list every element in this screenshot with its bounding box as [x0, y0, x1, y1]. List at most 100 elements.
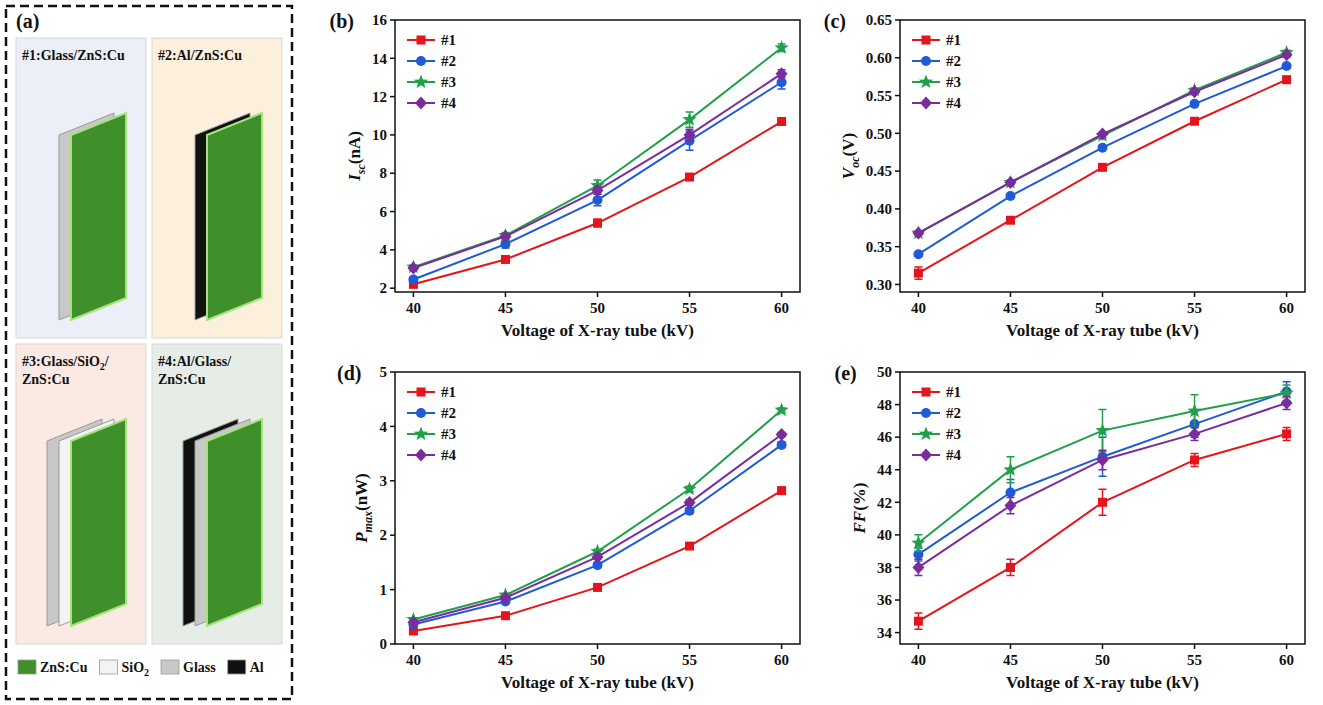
legend-label: #4 [946, 95, 962, 111]
text-part: FF [850, 510, 869, 534]
text-part: 2 [144, 667, 149, 678]
layer-plate [207, 419, 262, 626]
y-axis-title: Voc(V) [839, 133, 862, 179]
series-line [413, 435, 781, 623]
error-bar [778, 118, 786, 126]
diagram-panel: (a)#1:Glass/ZnS:Cu#2:Al/ZnS:Cu#3:Glass/S… [6, 6, 292, 699]
marker [682, 481, 696, 495]
plot-frame [900, 372, 1305, 644]
marker [407, 616, 419, 629]
marker [1003, 462, 1017, 476]
y-tick-label: 6 [380, 204, 388, 220]
error-bar [914, 613, 922, 629]
legend-marker [417, 388, 426, 397]
text-part: ZnS:Cu [158, 372, 206, 387]
y-tick-label: 0.35 [866, 239, 892, 255]
layer-plate [71, 419, 126, 626]
marker [1282, 75, 1291, 84]
x-tick-label: 55 [682, 300, 697, 316]
y-tick-label: 14 [372, 51, 388, 67]
marker [1006, 563, 1015, 572]
series-line [413, 48, 781, 267]
text-part: P [352, 532, 371, 544]
marker [1189, 85, 1201, 98]
device-background [152, 344, 282, 644]
marker [1281, 396, 1293, 409]
legend-label: #3 [946, 426, 961, 442]
marker [407, 262, 419, 275]
text-part: ZnS:Cu [22, 372, 70, 387]
legend-label: #3 [441, 74, 456, 90]
series-line [918, 66, 1286, 254]
text-part: (V) [839, 133, 858, 157]
marker [1006, 216, 1015, 225]
panel-letter: (c) [824, 10, 846, 33]
y-tick-label: 0.45 [866, 163, 892, 179]
x-tick-label: 45 [498, 300, 513, 316]
x-tick-label: 40 [406, 300, 421, 316]
y-tick-label: 2 [380, 280, 388, 296]
marker [1282, 429, 1291, 438]
plot-frame [395, 372, 800, 644]
marker [912, 227, 924, 240]
marker [1189, 427, 1201, 440]
marker [408, 275, 418, 285]
marker [1190, 455, 1199, 464]
marker [1097, 453, 1109, 466]
marker [682, 112, 696, 126]
marker [777, 440, 787, 450]
x-tick-label: 40 [911, 652, 926, 668]
y-tick-label: 50 [877, 364, 892, 380]
text-part: (%) [850, 482, 869, 510]
legend-label: #1 [441, 32, 456, 48]
panel-letter: (d) [337, 362, 361, 385]
series-line [413, 74, 781, 268]
marker [774, 403, 788, 417]
text-part: #4:Al/Glass/ [158, 354, 232, 369]
x-axis-title: Voltage of X-ray tube (kV) [501, 321, 694, 340]
marker [1003, 175, 1017, 189]
series-line [918, 434, 1286, 621]
legend-label: #4 [946, 447, 962, 463]
y-tick-label: 42 [877, 495, 892, 511]
y-tick-label: 3 [380, 473, 388, 489]
data-group [911, 45, 1293, 279]
marker [776, 67, 788, 80]
layer-plate [207, 113, 262, 320]
legend-label: #2 [441, 53, 456, 69]
series-line [413, 122, 781, 285]
y-tick-label: 1 [380, 582, 388, 598]
marker [1190, 99, 1200, 109]
marker [593, 583, 602, 592]
legend-marker [414, 427, 428, 441]
marker [1098, 498, 1107, 507]
data-group [406, 40, 788, 289]
legend-marker [920, 449, 932, 462]
x-tick-label: 45 [1003, 300, 1018, 316]
legend-label: #2 [441, 405, 456, 421]
marker [774, 40, 788, 54]
marker [1004, 176, 1016, 189]
error-bar [1099, 489, 1107, 515]
device-background [152, 38, 282, 338]
marker [1005, 488, 1015, 498]
marker [1095, 128, 1109, 142]
text-part: Glass [183, 660, 216, 675]
text-part: max [361, 511, 375, 532]
x-tick-label: 60 [1279, 300, 1294, 316]
marker [592, 550, 604, 563]
y-tick-label: 5 [380, 364, 388, 380]
y-tick-label: 4 [380, 242, 388, 258]
marker [911, 536, 925, 550]
device-label: #2:Al/ZnS:Cu [158, 48, 242, 63]
x-tick-label: 45 [498, 652, 513, 668]
marker [777, 486, 786, 495]
marker [776, 428, 788, 441]
marker [777, 117, 786, 126]
data-group [911, 382, 1293, 630]
text-part: #1:Glass/ZnS:Cu [22, 48, 125, 63]
y-tick-label: 0.40 [866, 201, 892, 217]
y-tick-label: 38 [877, 560, 892, 576]
device-label: #1:Glass/ZnS:Cu [22, 48, 125, 63]
marker [684, 496, 696, 509]
